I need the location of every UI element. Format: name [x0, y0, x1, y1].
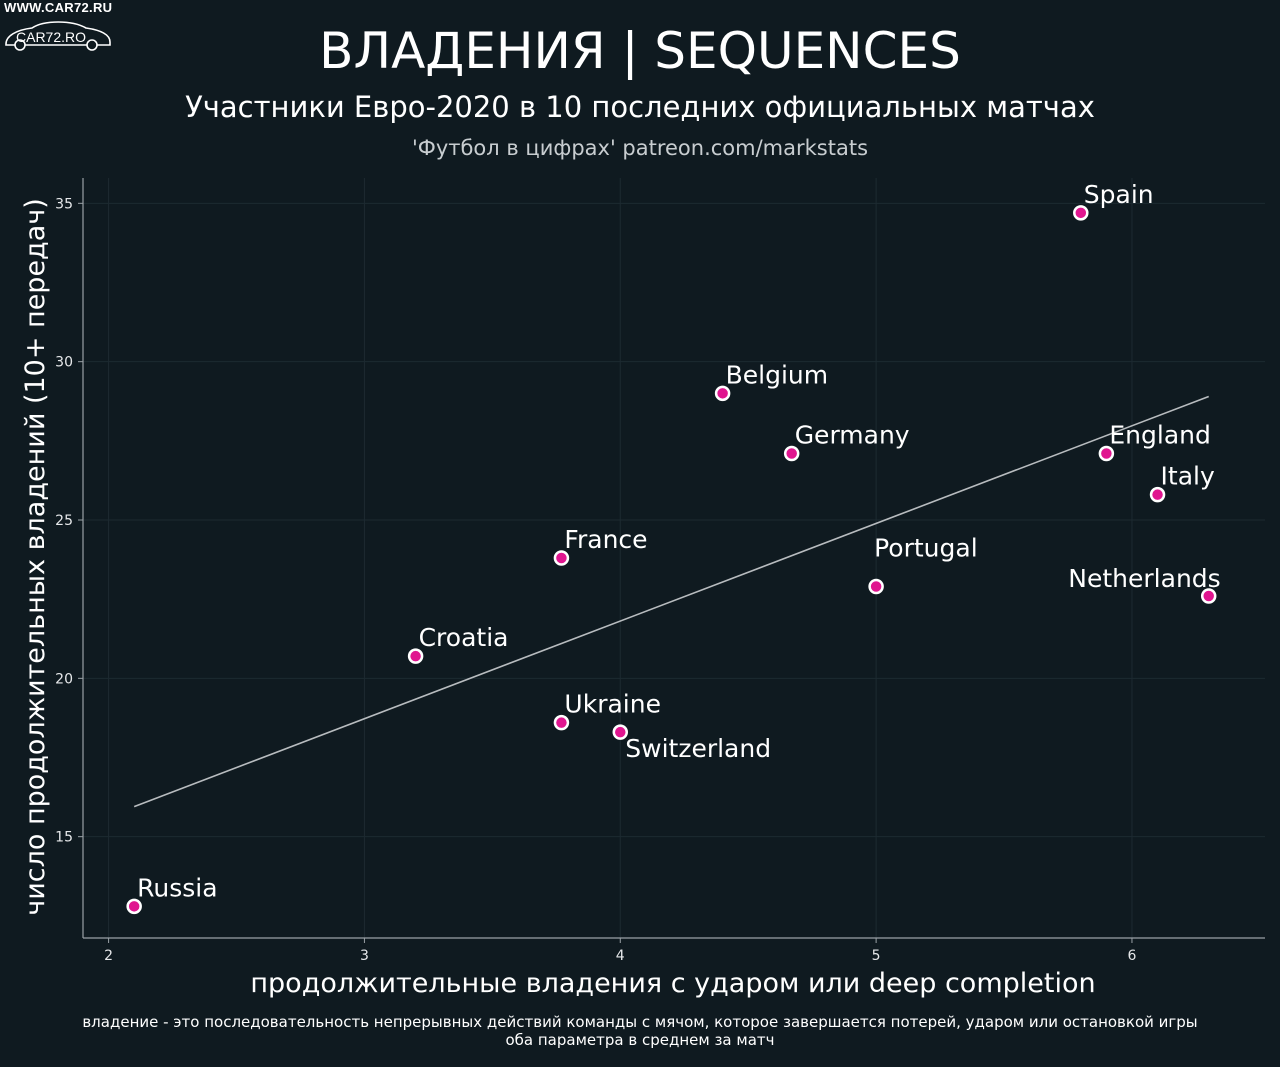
- data-point: [612, 724, 629, 740]
- y-tick-label: 35: [55, 196, 73, 212]
- car-logo-icon: CAR72.RO: [5, 21, 111, 51]
- x-tick-label: 6: [1128, 948, 1137, 964]
- axes: 2 3 4 5 6 15 20 25 30 35: [55, 178, 1265, 964]
- data-point: [868, 578, 884, 595]
- y-axis-label: число продолжительных владений (10+ пере…: [20, 198, 51, 916]
- y-tick-label: 25: [55, 513, 73, 529]
- x-axis-label: продолжительные владения с ударом или de…: [250, 968, 1095, 999]
- point-label: Switzerland: [625, 734, 771, 763]
- watermark-logo-text: CAR72.RO: [16, 29, 86, 45]
- data-point: [1073, 205, 1089, 221]
- data-points: [126, 205, 1217, 915]
- point-labels: Spain Belgium Germany England Italy France Por…: [137, 180, 1221, 902]
- trend-line: [133, 395, 1209, 808]
- point-label: Russia: [137, 873, 217, 902]
- footnote-definition: владение - это последовательность непрер…: [82, 1013, 1198, 1031]
- data-point: [1149, 486, 1166, 503]
- footnote-averages: оба параметра в среднем за матч: [505, 1031, 775, 1049]
- point-label: Croatia: [419, 623, 509, 652]
- data-point: [407, 648, 424, 664]
- data-point: [553, 550, 570, 566]
- y-tick-label: 30: [55, 355, 73, 371]
- point-label: France: [564, 525, 647, 554]
- x-tick-label: 2: [104, 948, 113, 964]
- chart-subtitle: Участники Евро-2020 в 10 последних офици…: [185, 90, 1095, 124]
- point-label: Portugal: [874, 534, 978, 563]
- point-label: Germany: [795, 421, 910, 450]
- watermark-url: WWW.CAR72.RU: [4, 0, 113, 15]
- chart-title: ВЛАДЕНИЯ | SEQUENCES: [319, 22, 961, 80]
- data-point: [714, 385, 731, 402]
- point-label: Belgium: [726, 360, 829, 389]
- point-label: Netherlands: [1068, 564, 1220, 593]
- grid-lines: [83, 178, 1265, 938]
- point-label: Spain: [1084, 180, 1154, 209]
- x-tick-label: 3: [360, 948, 369, 964]
- point-label: Ukraine: [564, 690, 661, 719]
- x-tick-label: 4: [616, 948, 625, 964]
- x-tick-label: 5: [872, 948, 881, 964]
- chart-caption: 'Футбол в цифрах' patreon.com/markstats: [411, 136, 869, 160]
- y-tick-label: 15: [55, 830, 73, 846]
- point-label: Italy: [1161, 462, 1215, 491]
- data-point: [553, 714, 570, 731]
- point-label: England: [1109, 421, 1211, 450]
- data-point: [126, 898, 142, 915]
- data-point: [1200, 588, 1217, 604]
- y-tick-label: 20: [55, 671, 73, 687]
- trend-line-group: [133, 395, 1209, 808]
- data-point: [1098, 445, 1115, 462]
- data-point: [783, 445, 800, 462]
- watermark: WWW.CAR72.RU CAR72.RO: [0, 0, 140, 52]
